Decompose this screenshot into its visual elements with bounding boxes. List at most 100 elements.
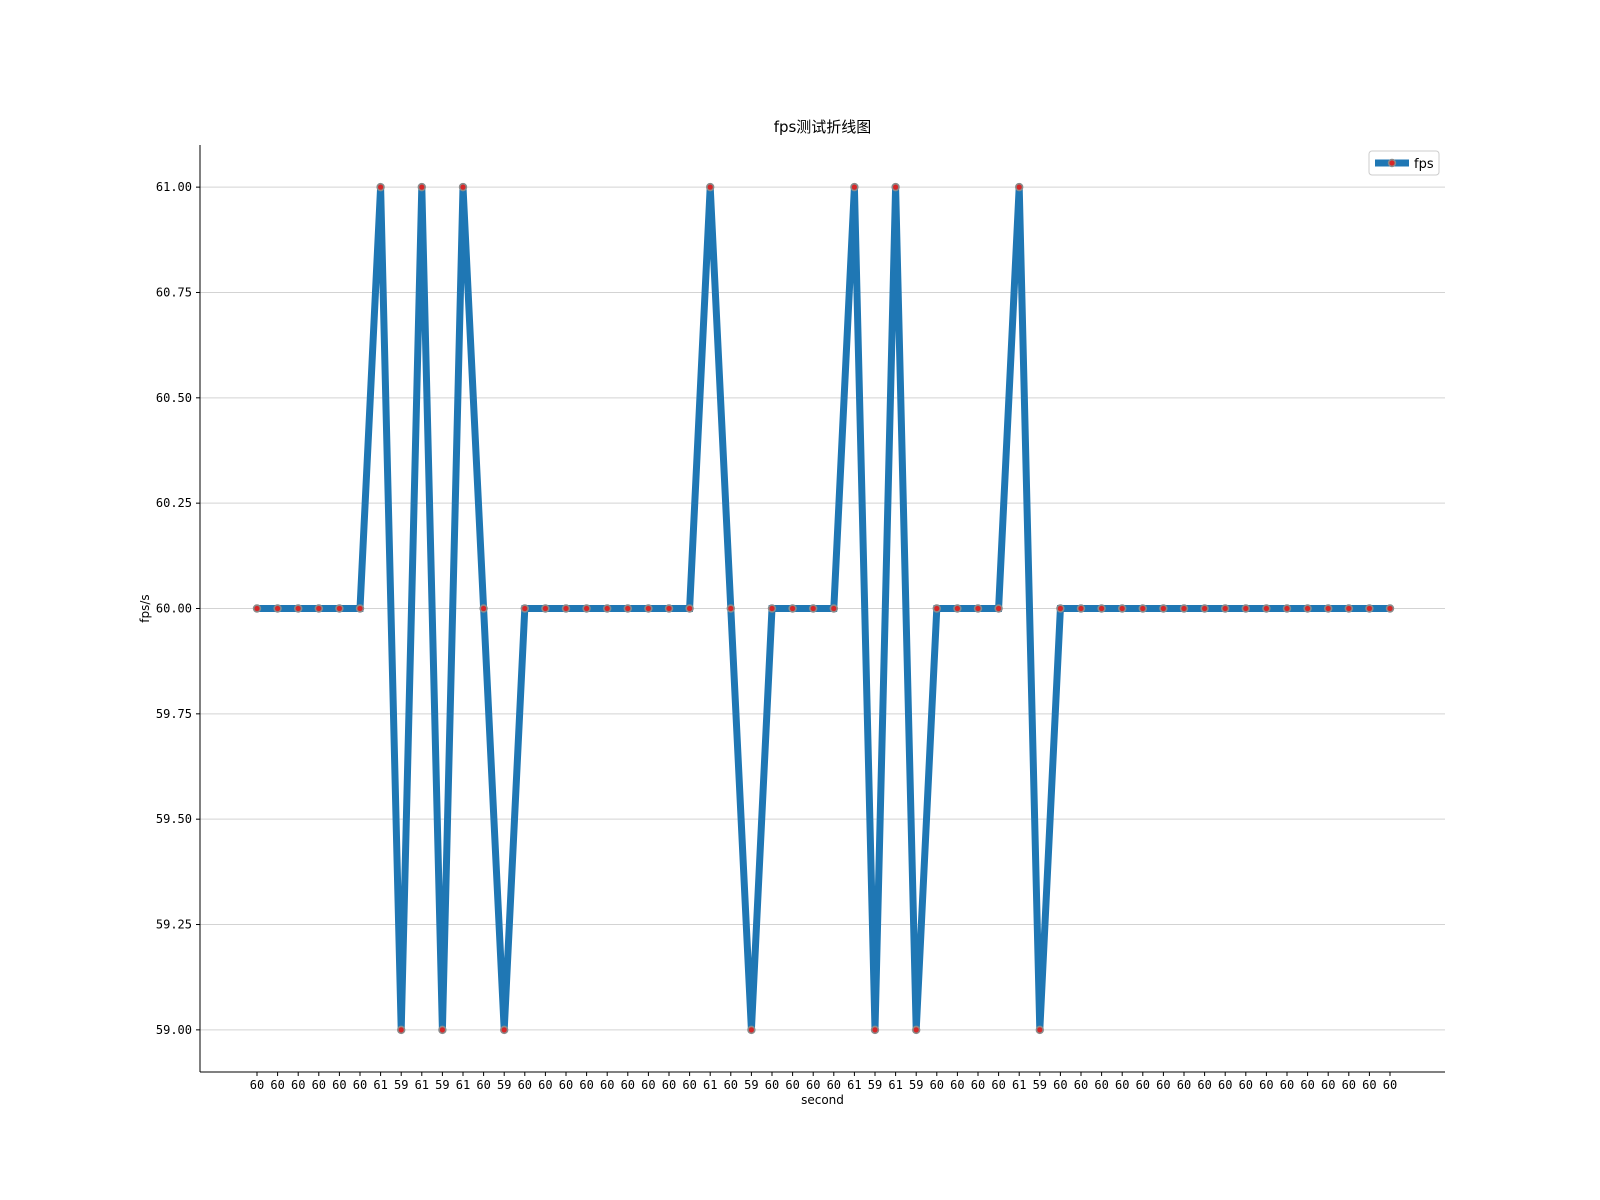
x-tick-label: 60 [476, 1078, 490, 1092]
x-tick-label: 61 [373, 1078, 387, 1092]
data-point [891, 182, 900, 192]
x-tick-label: 61 [703, 1078, 717, 1092]
data-point [1262, 604, 1271, 613]
x-tick-label: 59 [435, 1078, 449, 1092]
x-tick-label: 60 [1115, 1078, 1129, 1092]
x-tick-label: 60 [1218, 1078, 1232, 1092]
data-point [850, 182, 859, 192]
x-tick-label: 60 [518, 1078, 532, 1092]
data-point [520, 604, 529, 613]
x-tick-label: 60 [1383, 1078, 1397, 1092]
data-point [417, 182, 426, 192]
data-point [747, 1025, 756, 1035]
y-axis-label: fps/s [138, 594, 152, 622]
data-point [1200, 604, 1209, 613]
data-point [1344, 604, 1354, 613]
x-tick-label: 60 [827, 1078, 841, 1092]
data-point [911, 1025, 921, 1035]
y-tick-label: 60.25 [156, 496, 192, 510]
x-tick-label: 60 [1074, 1078, 1088, 1092]
data-point [582, 604, 591, 613]
y-tick-label: 59.25 [156, 918, 192, 932]
data-point [1117, 604, 1127, 613]
data-point [1282, 604, 1292, 613]
x-tick-label: 60 [1136, 1078, 1150, 1092]
x-tick-label: 61 [847, 1078, 861, 1092]
chart-title: fps测试折线图 [774, 118, 872, 136]
axes [196, 145, 1445, 1076]
data-point [1220, 604, 1230, 613]
y-tick-label: 60.75 [156, 285, 192, 299]
x-tick-label: 59 [909, 1078, 923, 1092]
legend-marker [1387, 158, 1397, 168]
x-tick-label: 60 [1197, 1078, 1211, 1092]
x-tick-label: 60 [682, 1078, 696, 1092]
x-tick-label: 61 [888, 1078, 902, 1092]
data-point [1365, 604, 1374, 613]
data-point [376, 182, 385, 192]
legend-label-fps: fps [1414, 157, 1434, 172]
data-point [829, 604, 838, 613]
x-axis-label: second [801, 1093, 844, 1107]
data-point [953, 604, 962, 613]
x-tick-label: 60 [785, 1078, 799, 1092]
x-tick-label: 60 [1280, 1078, 1294, 1092]
data-point [1323, 604, 1333, 613]
x-tick-label: 60 [991, 1078, 1005, 1092]
x-tick-label: 61 [456, 1078, 470, 1092]
y-tick-label: 59.75 [156, 707, 192, 721]
data-point [561, 604, 571, 613]
x-tick-label: 60 [1321, 1078, 1335, 1092]
x-tick-label: 60 [270, 1078, 284, 1092]
data-point [1303, 604, 1312, 613]
x-tick-label: 60 [621, 1078, 635, 1092]
data-point [994, 604, 1003, 613]
data-point [767, 604, 777, 613]
y-tick-label: 60.00 [156, 602, 192, 616]
data-point [1076, 604, 1086, 613]
data-point [479, 604, 488, 613]
x-tick-label: 60 [1300, 1078, 1314, 1092]
data-point [788, 604, 797, 613]
data-point [355, 604, 365, 613]
x-tick-label: 60 [1156, 1078, 1170, 1092]
data-point [664, 604, 674, 613]
x-tick-label: 61 [415, 1078, 429, 1092]
x-tick-label: 60 [332, 1078, 346, 1092]
x-tick-label: 60 [806, 1078, 820, 1092]
y-tick-label: 59.50 [156, 812, 192, 826]
x-tick-label: 60 [765, 1078, 779, 1092]
x-tick-label: 60 [600, 1078, 614, 1092]
data-point [870, 1025, 880, 1035]
tick-labels: 59.00 59.25 59.50 59.75 60.00 60.25 60.50 60.75… [156, 180, 1397, 1092]
data-point [252, 604, 262, 613]
x-tick-label: 60 [312, 1078, 326, 1092]
data-point [1056, 604, 1065, 613]
data-point [1159, 604, 1168, 613]
data-point [1179, 604, 1189, 613]
x-tick-label: 60 [930, 1078, 944, 1092]
x-tick-label: 59 [394, 1078, 408, 1092]
x-tick-label: 60 [1259, 1078, 1273, 1092]
x-tick-label: 59 [744, 1078, 758, 1092]
data-point [1035, 1025, 1045, 1035]
x-tick-label: 61 [1012, 1078, 1026, 1092]
data-point [685, 604, 694, 613]
data-point [541, 604, 550, 613]
data-point [623, 604, 632, 613]
x-tick-label: 60 [724, 1078, 738, 1092]
series-layer [252, 182, 1395, 1035]
x-tick-label: 60 [250, 1078, 264, 1092]
y-tick-label: 61.00 [156, 180, 192, 194]
data-point [808, 604, 818, 613]
y-tick-label: 60.50 [156, 391, 192, 405]
data-point [1138, 604, 1148, 613]
x-tick-label: 60 [353, 1078, 367, 1092]
data-point [438, 1025, 447, 1035]
data-point [458, 182, 468, 192]
data-point [273, 604, 282, 613]
data-point [1014, 182, 1024, 192]
data-point [500, 1025, 509, 1035]
legend: fps [1368, 150, 1440, 176]
